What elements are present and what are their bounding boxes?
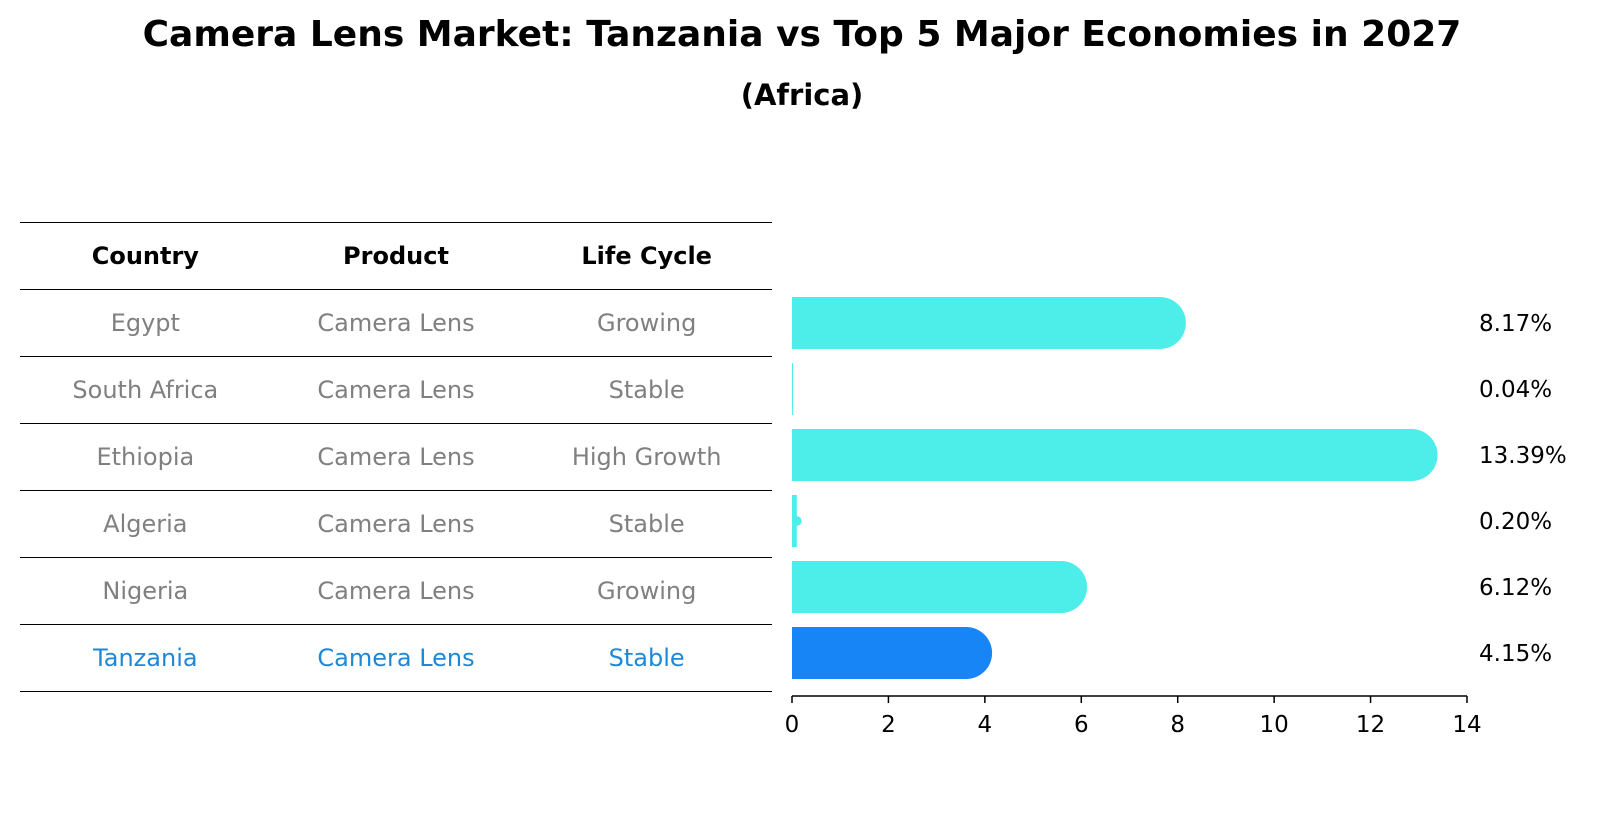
cell-country: South Africa (20, 356, 271, 424)
bar-egypt (792, 297, 1186, 349)
cell-life-cycle: High Growth (521, 423, 772, 491)
cell-country: Tanzania (20, 624, 271, 692)
cell-life-cycle: Growing (521, 289, 772, 357)
table-row: Egypt Camera Lens Growing (20, 289, 772, 357)
x-tick-label: 14 (1452, 712, 1481, 738)
bar-body (792, 297, 1160, 349)
header-country: Country (20, 222, 271, 290)
bar-nigeria (792, 561, 1088, 613)
cell-life-cycle: Stable (521, 624, 772, 692)
cell-product: Camera Lens (270, 624, 522, 692)
value-label: 13.39% (1479, 443, 1567, 469)
header-product: Product (270, 222, 522, 290)
table-header-row: Country Product Life Cycle (20, 222, 772, 290)
value-label: 0.20% (1479, 509, 1552, 535)
cell-product: Camera Lens (270, 423, 522, 491)
cell-country: Egypt (20, 289, 271, 357)
bar-cap (792, 516, 802, 526)
bar-cap (1035, 561, 1088, 613)
table-row-highlight: Tanzania Camera Lens Stable (20, 624, 772, 692)
market-table: Country Product Life Cycle Egypt Camera … (20, 222, 772, 692)
cell-life-cycle: Stable (521, 490, 772, 558)
x-tick-label: 10 (1260, 712, 1289, 738)
value-label: 4.15% (1479, 641, 1552, 667)
chart-subtitle: (Africa) (740, 78, 864, 112)
value-label: 0.04% (1479, 377, 1552, 403)
bar-body (792, 561, 1062, 613)
value-label: 6.12% (1479, 575, 1552, 601)
cell-life-cycle: Growing (521, 557, 772, 625)
header-life-cycle: Life Cycle (521, 222, 772, 290)
x-tick-label: 6 (1074, 712, 1089, 738)
table-row: South Africa Camera Lens Stable (20, 356, 772, 424)
x-tick-label: 2 (881, 712, 896, 738)
x-tick-label: 4 (978, 712, 993, 738)
cell-product: Camera Lens (270, 490, 522, 558)
bar-cap (1385, 429, 1438, 481)
bar-south-africa (792, 363, 793, 415)
bar-tanzania (792, 627, 993, 679)
x-tick-label: 12 (1356, 712, 1385, 738)
bar-body (792, 429, 1412, 481)
bar-body (792, 627, 967, 679)
table-row: Ethiopia Camera Lens High Growth (20, 423, 772, 491)
bar-ethiopia (792, 429, 1438, 481)
x-tick-label: 8 (1170, 712, 1185, 738)
table-row: Nigeria Camera Lens Growing (20, 557, 772, 625)
cell-country: Algeria (20, 490, 271, 558)
cell-product: Camera Lens (270, 289, 522, 357)
value-label: 8.17% (1479, 311, 1552, 337)
bar-body (792, 363, 793, 415)
bar-algeria (792, 495, 802, 547)
bar-cap (940, 627, 993, 679)
cell-life-cycle: Stable (521, 356, 772, 424)
chart-title: Camera Lens Market: Tanzania vs Top 5 Ma… (142, 14, 1462, 55)
table-row: Algeria Camera Lens Stable (20, 490, 772, 558)
cell-product: Camera Lens (270, 356, 522, 424)
cell-country: Ethiopia (20, 423, 271, 491)
bar-cap (1133, 297, 1186, 349)
cell-country: Nigeria (20, 557, 271, 625)
x-tick-label: 0 (785, 712, 800, 738)
cell-product: Camera Lens (270, 557, 522, 625)
